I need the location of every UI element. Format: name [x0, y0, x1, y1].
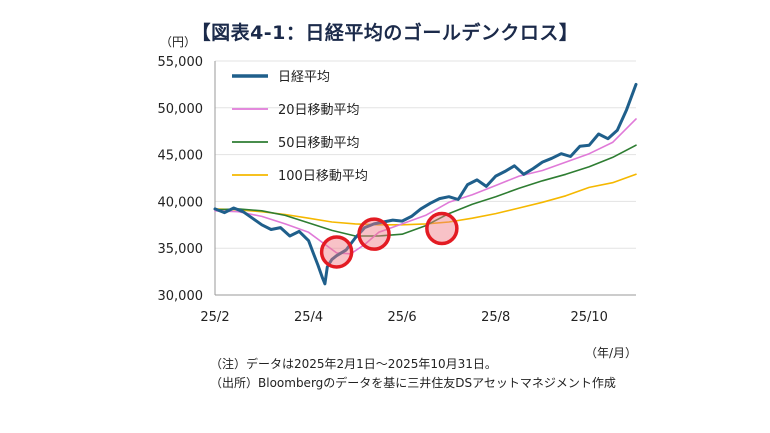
y-tick-label: 30,000 — [158, 289, 204, 304]
y-tick-label: 45,000 — [158, 149, 204, 164]
golden-cross-circle — [357, 217, 391, 251]
x-tick-label: 25/4 — [294, 310, 323, 325]
chart-title: 【図表4-1：日経平均のゴールデンクロス】 — [191, 22, 579, 44]
legend-label-ma20: 20日移動平均 — [278, 103, 360, 118]
y-tick-label: 55,000 — [158, 55, 204, 70]
series-line-nikkei — [213, 82, 638, 286]
golden-cross-circle — [425, 211, 459, 246]
x-tick-label: 25/2 — [200, 310, 229, 325]
series-line-ma20 — [214, 118, 637, 255]
legend-label-nikkei: 日経平均 — [278, 70, 330, 85]
note-period: （注）データは2025年2月1日～2025年10月31日。 — [210, 357, 497, 371]
legend-label-ma100: 100日移動平均 — [278, 169, 368, 184]
note-source: （出所）Bloombergのデータを基に三井住友DSアセットマネジメント作成 — [210, 376, 616, 390]
x-tick-label: 25/10 — [570, 310, 607, 325]
y-tick-label: 35,000 — [158, 242, 204, 257]
x-tick-label: 25/8 — [481, 310, 510, 325]
x-tick-label: 25/6 — [388, 310, 417, 325]
legend-label-ma50: 50日移動平均 — [278, 136, 360, 151]
y-axis-unit: （円） — [160, 35, 197, 49]
golden-cross-circle — [319, 235, 354, 269]
x-axis-unit: （年/月） — [585, 346, 638, 360]
series-line-ma100 — [214, 173, 637, 226]
y-tick-label: 50,000 — [158, 102, 204, 117]
y-tick-label: 40,000 — [158, 195, 204, 210]
